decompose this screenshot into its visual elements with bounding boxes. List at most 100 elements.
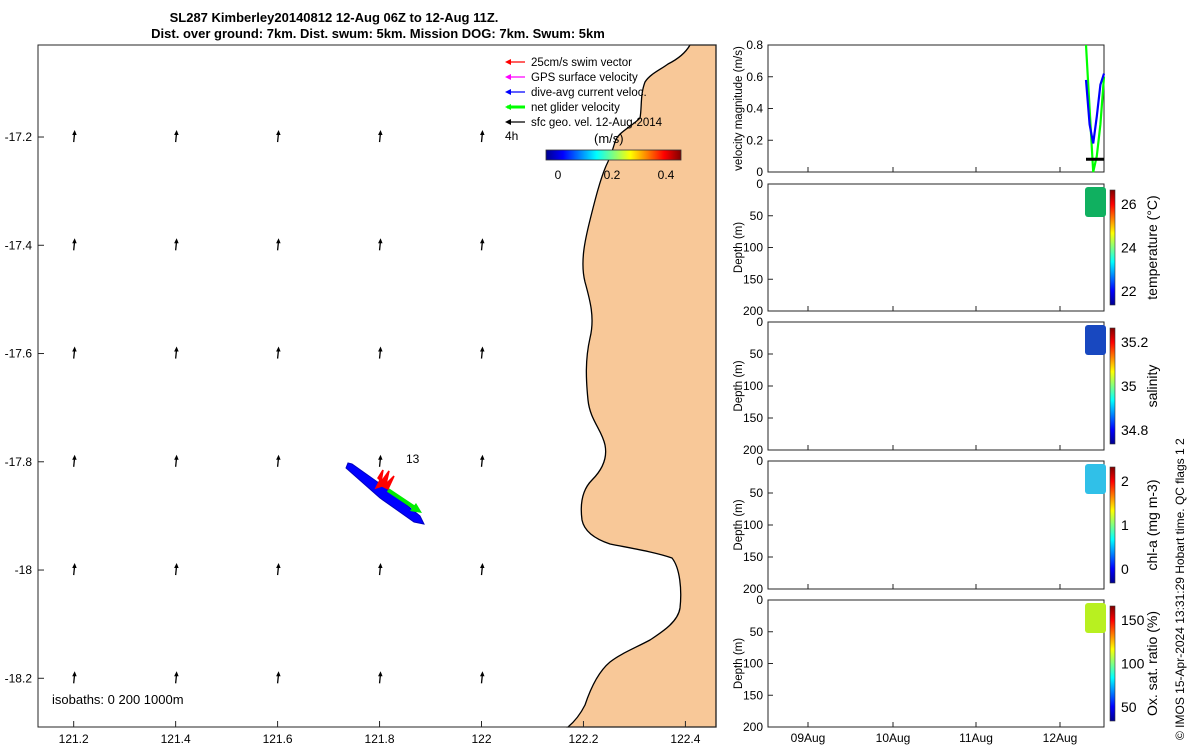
map-colorbar (545, 149, 682, 161)
figure-title-line1: SL287 Kimberley20140812 12-Aug 06Z to 12… (170, 10, 499, 25)
map-x-tick-label: 122.4 (670, 732, 700, 746)
surface-velocity-arrowhead (378, 238, 383, 244)
side-y-tick-label: 0 (756, 315, 763, 329)
side-y-tick-label: 50 (750, 486, 764, 500)
side-y-tick-label: 150 (743, 272, 763, 286)
surface-velocity-arrowhead (480, 346, 485, 352)
side-colorbar-tick-label: 26 (1121, 196, 1137, 212)
surface-velocity-arrowhead (276, 454, 281, 460)
side-panel-0: 0.8 0.6 0.4 0.2 0 velocity magnitude (m/s) (733, 38, 1105, 179)
side-y-tick-label: 0.8 (746, 38, 763, 52)
side-colorbar (1109, 327, 1116, 445)
net-glider-velocity-arrow (386, 488, 420, 512)
map-y-tick-label: -18.2 (5, 671, 33, 685)
side-y-tick-label: 0.2 (746, 133, 763, 147)
side-y-axis-label: Depth (m) (733, 499, 745, 550)
surface-velocity-arrowhead (72, 346, 77, 352)
side-y-axis-label: Depth (m) (733, 360, 745, 411)
legend-entry: dive-avg current veloc. (531, 87, 647, 99)
velocity-series-line (1084, 73, 1106, 144)
side-colorbar-tick-label: 35 (1121, 378, 1137, 394)
legend-entry: GPS surface velocity (531, 72, 638, 84)
map-x-tick-label: 122 (471, 732, 491, 746)
surface-velocity-arrowhead (276, 130, 281, 136)
map-x-tick-label: 122.2 (568, 732, 598, 746)
swim-vector-cluster (374, 469, 395, 491)
side-colorbar-tick-label: 22 (1121, 283, 1137, 299)
map-y-tick-labels: -17.2 -17.4 -17.6 -17.8 -18 -18.2 (5, 130, 44, 685)
colorbar-tick-label: 0 (555, 168, 562, 182)
side-colorbar-tick-label: 24 (1121, 240, 1137, 256)
side-y-tick-label: 150 (743, 688, 763, 702)
surface-velocity-arrowhead (72, 671, 77, 677)
side-y-tick-label: 50 (750, 347, 764, 361)
legend-entry: sfc geo. vel. 12-Aug-2014 (531, 117, 663, 129)
side-y-tick-label: 200 (743, 720, 763, 734)
surface-velocity-arrowhead (378, 454, 383, 460)
surface-velocity-arrowhead (276, 238, 281, 244)
surface-velocity-arrowhead (72, 130, 77, 136)
map-panel: 13 isobaths: 0 200 1000m 121.2 121.4 121.6… (5, 44, 717, 746)
surface-velocity-arrowhead (480, 238, 485, 244)
side-colorbar-label: Ox. sat. ratio (%) (1144, 611, 1160, 716)
side-panel-axes (767, 183, 1105, 312)
map-y-tick-label: -17.4 (5, 238, 33, 252)
legend-swatch-head (505, 59, 511, 65)
side-colorbar-tick-label: 2 (1121, 473, 1129, 489)
legend-entry: 25cm/s swim vector (531, 57, 632, 69)
figure-title-line2: Dist. over ground: 7km. Dist. swum: 5km.… (151, 26, 605, 41)
side-y-tick-label: 50 (750, 625, 764, 639)
side-y-tick-label: 150 (743, 550, 763, 564)
surface-velocity-arrowhead (72, 238, 77, 244)
map-x-tick-label: 121.2 (59, 732, 89, 746)
side-y-tick-label: 0 (756, 177, 763, 191)
side-y-tick-label: 0 (756, 165, 763, 179)
surface-velocity-arrowhead (174, 454, 179, 460)
surface-velocity-arrowhead (174, 346, 179, 352)
side-date-tick-label: 11Aug (959, 731, 993, 745)
side-y-axis-label: velocity magnitude (m/s) (733, 46, 745, 171)
side-y-tick-label: 0 (756, 593, 763, 607)
side-colorbar-tick-label: 35.2 (1121, 334, 1148, 350)
dive-avg-current-arrows (345, 462, 425, 525)
side-data-patch (1085, 603, 1106, 633)
side-y-tick-label: 0.4 (746, 102, 763, 116)
surface-velocity-arrowhead (276, 671, 281, 677)
side-panels: 0.8 0.6 0.4 0.2 0 velocity magnitude (m/s) 0 50… (733, 38, 1160, 745)
side-date-tick-label: 10Aug (876, 731, 911, 745)
legend-swatch-head (505, 119, 511, 125)
surface-velocity-arrowhead (72, 454, 77, 460)
side-data-patch (1085, 187, 1106, 217)
glider-track (345, 462, 425, 525)
map-x-tick-label: 121.6 (263, 732, 293, 746)
scale-label: 4h (505, 129, 518, 143)
side-panel-axes (767, 599, 1105, 728)
side-colorbar-tick-label: 50 (1121, 699, 1137, 715)
track-annotation: 13 (406, 452, 420, 466)
isobaths-label: isobaths: 0 200 1000m (52, 692, 184, 707)
side-colorbar-label: chl-a (mg m-3) (1144, 479, 1160, 570)
side-colorbar-label: salinity (1144, 365, 1160, 408)
side-date-tick-label: 12Aug (1043, 731, 1078, 745)
side-colorbar (1109, 466, 1116, 584)
velocity-series-line (1084, 44, 1106, 173)
surface-velocity-arrowhead (378, 671, 383, 677)
map-y-tick-label: -17.8 (5, 455, 33, 469)
side-colorbar-tick-label: 100 (1121, 656, 1145, 672)
map-y-tick-label: -17.6 (5, 347, 33, 361)
footer-credit: © IMOS 15-Apr-2024 13:31:29 Hobart time.… (1173, 438, 1187, 740)
side-y-tick-label: 200 (743, 582, 763, 596)
side-y-tick-label: 100 (743, 657, 763, 671)
side-colorbar-label: temperature (°C) (1144, 195, 1160, 299)
surface-velocity-arrowhead (174, 563, 179, 569)
side-colorbar-tick-label: 150 (1121, 612, 1145, 628)
side-colorbar-tick-label: 34.8 (1121, 422, 1148, 438)
side-data-patch (1085, 325, 1106, 355)
surface-velocity-arrowhead (480, 454, 485, 460)
side-y-tick-label: 100 (743, 518, 763, 532)
map-x-tick-label: 121.8 (365, 732, 395, 746)
surface-velocity-arrowhead (480, 671, 485, 677)
surface-velocity-arrowhead (174, 130, 179, 136)
surface-velocity-arrowhead (378, 130, 383, 136)
